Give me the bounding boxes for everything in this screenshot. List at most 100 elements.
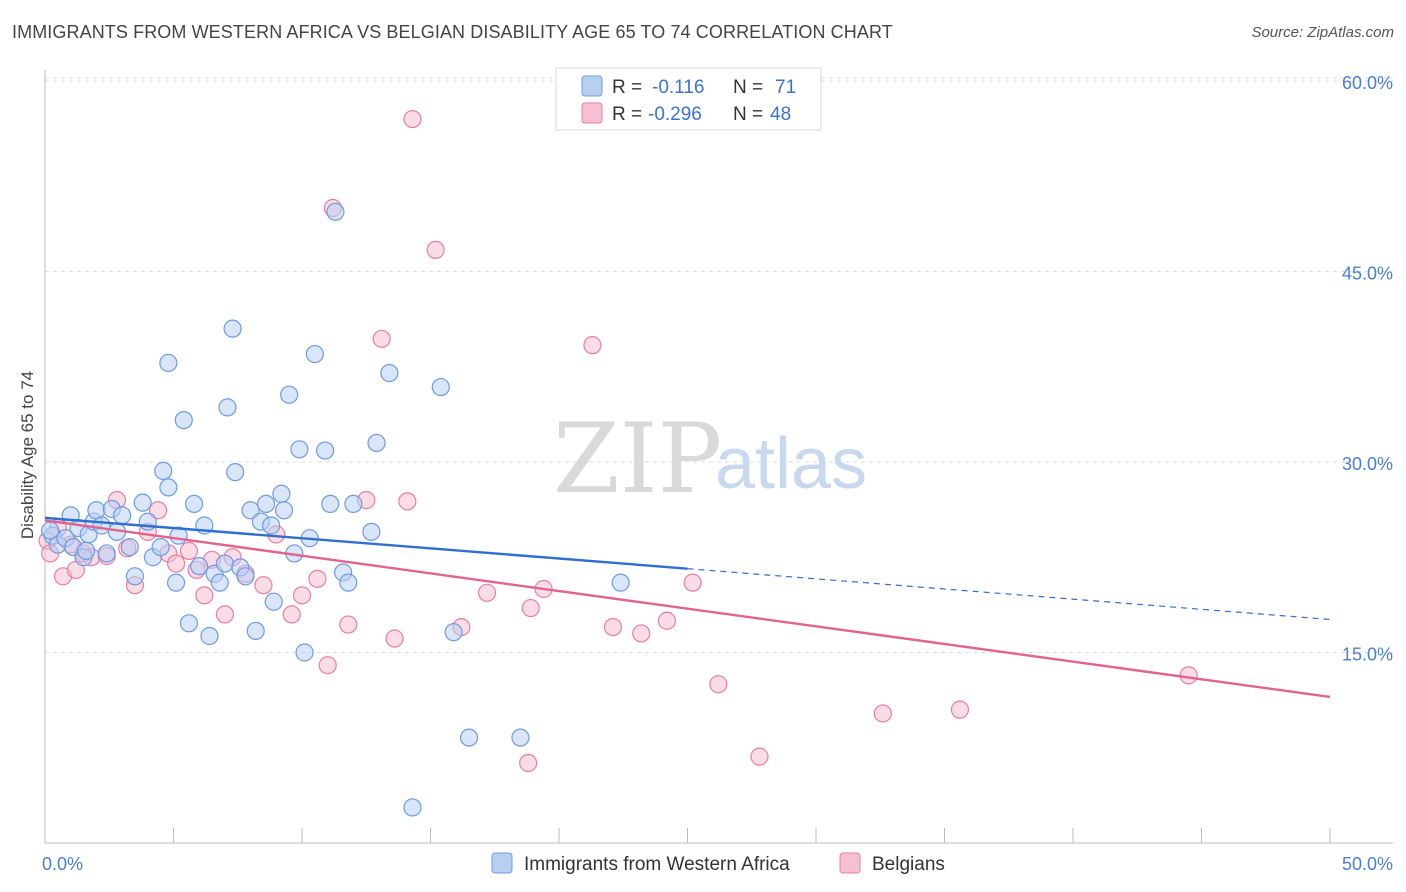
western-africa-point-26 (174, 410, 193, 430)
y-tick-labels: 15.0% 30.0% 45.0% 60.0% (1342, 73, 1393, 665)
western-africa-point-34 (215, 554, 234, 573)
western-africa-point-37 (226, 463, 245, 482)
belgians-point-43 (603, 617, 623, 637)
western-africa-point-59 (344, 494, 363, 514)
belgians-point-45 (657, 611, 677, 630)
western-africa-point-60 (362, 522, 381, 541)
belgians-point-20 (215, 605, 234, 624)
y-tick-label-3: 60.0% (1342, 73, 1393, 93)
western-africa-point-39 (236, 567, 255, 586)
western-africa-point-35 (218, 398, 237, 417)
bottom-legend-label-pink: Belgians (872, 854, 945, 875)
series-legend: Immigrants from Western Africa Belgians (491, 852, 945, 875)
western-africa-point-62 (380, 364, 399, 383)
belgians-point-32 (372, 329, 391, 348)
belgians-point-50 (950, 700, 970, 719)
western-africa-point-65 (444, 623, 463, 642)
legend-r-label-pink: R = (612, 104, 642, 125)
western-africa-point-67 (511, 728, 530, 747)
belgians-point-38 (477, 583, 497, 602)
belgians-point-15 (166, 554, 186, 573)
legend-n-label-pink: N = (733, 104, 763, 125)
legend-r-value-blue: -0.116 (652, 77, 704, 98)
trend-line-western-africa (44, 516, 688, 570)
bottom-legend-label-blue: Immigrants from Western Africa (524, 854, 790, 875)
western-africa-point-63 (403, 798, 422, 817)
western-africa-point-40 (241, 501, 260, 520)
legend-swatch-pink (581, 102, 603, 124)
series-western-africa-points (41, 202, 630, 817)
belgians-point-44 (632, 624, 651, 643)
legend-swatch-blue (581, 75, 603, 97)
belgians-point-42 (583, 336, 602, 355)
bottom-legend-swatch-pink (839, 852, 861, 874)
western-africa-point-44 (262, 516, 281, 535)
western-africa-point-22 (159, 478, 178, 497)
belgians-point-25 (282, 605, 301, 624)
y-axis-title: Disability Age 65 to 74 (18, 371, 37, 539)
western-africa-point-64 (431, 377, 450, 397)
western-africa-point-16 (125, 567, 145, 586)
legend-n-label-blue: N = (733, 77, 763, 98)
legend-r-value-pink: -0.296 (648, 104, 702, 125)
belgians-point-39 (519, 753, 538, 773)
axes (44, 70, 1393, 844)
western-africa-point-70 (77, 541, 96, 561)
chart-title: IMMIGRANTS FROM WESTERN AFRICA VS BELGIA… (12, 22, 893, 42)
trend-line-western-africa-extrapolated (687, 568, 1331, 621)
western-africa-point-58 (339, 573, 358, 592)
western-africa-point-21 (154, 461, 173, 480)
trend-lines (44, 516, 1331, 699)
western-africa-point-33 (210, 573, 229, 592)
western-africa-point-61 (367, 433, 386, 453)
belgians-point-30 (339, 615, 358, 634)
belgians-point-28 (318, 656, 337, 675)
belgians-point-51 (1179, 666, 1198, 685)
western-africa-point-50 (290, 440, 309, 459)
western-africa-point-20 (151, 537, 170, 557)
watermark: ZIP atlas (553, 403, 867, 515)
source-credit: Source: ZipAtlas.com (1251, 24, 1394, 41)
western-africa-point-47 (274, 501, 294, 520)
x-tick-label-max: 50.0% (1342, 854, 1393, 874)
western-africa-point-43 (256, 494, 276, 514)
western-africa-point-9 (87, 501, 106, 520)
western-africa-point-23 (159, 353, 178, 373)
western-africa-point-31 (200, 626, 219, 646)
western-africa-point-11 (97, 544, 116, 563)
western-africa-point-55 (321, 494, 340, 514)
belgians-point-33 (385, 629, 404, 648)
western-africa-point-46 (272, 484, 291, 503)
western-africa-point-27 (179, 614, 199, 633)
belgians-point-18 (195, 586, 214, 605)
legend-n-value-pink: 48 (770, 104, 791, 125)
belgians-point-35 (403, 109, 422, 129)
watermark-atlas: atlas (715, 424, 867, 504)
belgians-point-47 (709, 675, 728, 694)
western-africa-point-24 (166, 573, 186, 592)
belgians-point-48 (750, 747, 769, 766)
belgians-point-49 (873, 704, 892, 723)
western-africa-point-68 (611, 573, 630, 592)
belgians-point-46 (683, 573, 702, 592)
stats-legend: R = -0.116 N = 71 R = -0.296 N = 48 (555, 67, 822, 131)
western-africa-point-54 (316, 441, 335, 460)
belgians-point-23 (254, 576, 273, 595)
trend-line-belgians (44, 519, 1331, 699)
belgians-point-40 (521, 598, 540, 618)
belgians-point-13 (148, 501, 168, 520)
western-africa-point-41 (246, 621, 265, 641)
belgians-point-34 (398, 492, 417, 511)
watermark-zip: ZIP (553, 403, 722, 515)
y-tick-label-0: 15.0% (1342, 645, 1393, 665)
western-africa-point-56 (326, 202, 345, 221)
belgians-point-36 (426, 240, 445, 260)
western-africa-point-14 (112, 506, 132, 525)
belgians-point-16 (179, 541, 199, 561)
belgians-point-27 (308, 569, 327, 588)
y-tick-label-2: 45.0% (1342, 264, 1393, 284)
western-africa-point-15 (120, 537, 139, 557)
western-africa-point-66 (459, 728, 479, 747)
western-africa-point-53 (305, 344, 324, 364)
